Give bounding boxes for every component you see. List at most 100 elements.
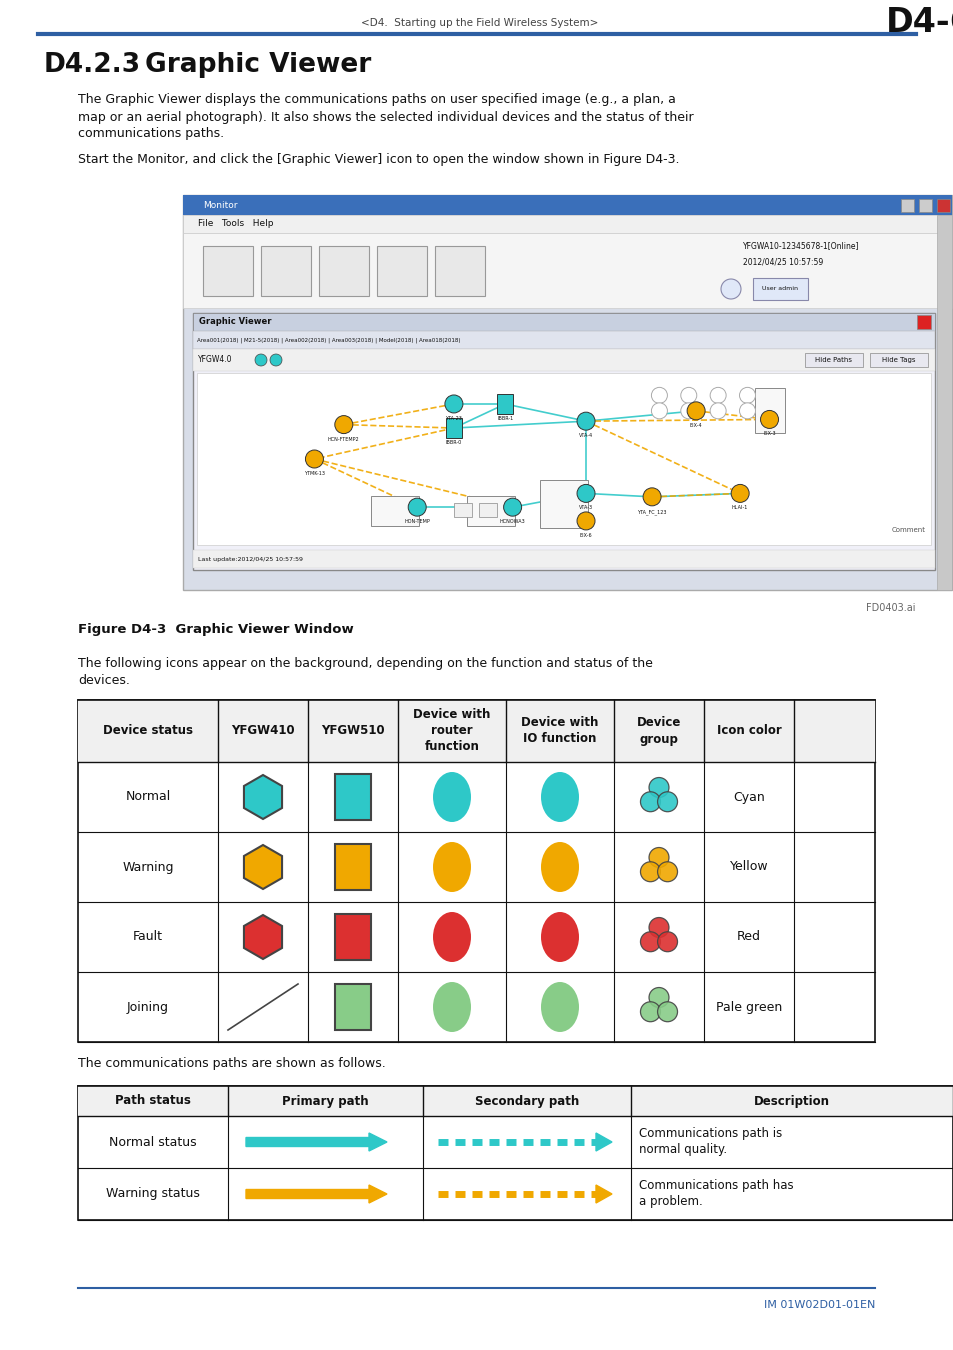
Text: HCN-FTEMP2: HCN-FTEMP2 [328,436,359,441]
Ellipse shape [648,918,668,937]
Text: The following icons appear on the background, depending on the function and stat: The following icons appear on the backgr… [78,657,652,671]
Text: Joining: Joining [127,1000,169,1014]
Text: Device with
IO function: Device with IO function [520,717,598,745]
Bar [78,701,874,761]
Circle shape [739,387,755,404]
Bar [936,215,951,590]
Text: Start the Monitor, and click the [Graphic Viewer] icon to open the window shown : Start the Monitor, and click the [Graphi… [78,153,679,166]
Circle shape [335,416,353,433]
Text: map or an aerial photograph). It also shows the selected individual devices and : map or an aerial photograph). It also sh… [78,111,693,123]
Text: FD0403.ai: FD0403.ai [865,603,915,613]
Bar [445,418,461,437]
Ellipse shape [657,791,677,811]
Circle shape [408,498,426,516]
Circle shape [709,387,725,404]
Bar [203,246,253,296]
Ellipse shape [648,778,668,798]
Bar [78,701,874,1042]
Bar [183,234,951,308]
Bar [183,194,951,590]
Bar [539,479,587,528]
Text: File   Tools   Help: File Tools Help [198,220,274,228]
Text: normal quality.: normal quality. [639,1143,726,1157]
Text: User admin: User admin [761,286,797,292]
Text: D4-6: D4-6 [885,7,953,39]
Text: communications paths.: communications paths. [78,127,224,140]
Text: HON-TEMP: HON-TEMP [404,520,430,524]
Text: The communications paths are shown as follows.: The communications paths are shown as fo… [78,1057,385,1071]
Bar [261,246,311,296]
Ellipse shape [540,913,578,963]
Bar [335,774,371,819]
Text: Area001(2018) | M21-5(2018) | Area002(2018) | Area003(2018) | Model(2018) | Area: Area001(2018) | M21-5(2018) | Area002(20… [196,338,460,343]
Text: 2012/04/25 10:57:59: 2012/04/25 10:57:59 [742,258,822,266]
Text: YTMK-13: YTMK-13 [304,471,325,477]
Text: Figure D4-3  Graphic Viewer Window: Figure D4-3 Graphic Viewer Window [78,624,354,636]
Ellipse shape [639,791,659,811]
Bar [936,198,949,212]
Ellipse shape [540,981,578,1031]
Text: Device with
router
function: Device with router function [413,709,490,753]
Ellipse shape [648,848,668,868]
Ellipse shape [433,772,471,822]
FancyArrow shape [246,1185,387,1203]
Circle shape [577,512,595,531]
Bar [804,352,862,367]
Text: The Graphic Viewer displays the communications paths on user specified image (e.: The Graphic Viewer displays the communic… [78,93,675,107]
Circle shape [680,402,696,418]
Bar [900,198,913,212]
Circle shape [651,387,667,404]
Ellipse shape [657,931,677,952]
Text: <D4.  Starting up the Field Wireless System>: <D4. Starting up the Field Wireless Syst… [361,18,598,28]
Text: Monitor: Monitor [203,201,237,209]
Polygon shape [244,915,282,958]
Circle shape [709,402,725,418]
Bar [193,549,934,568]
Text: a problem.: a problem. [639,1196,702,1208]
Text: YFGW510: YFGW510 [321,725,384,737]
Text: Graphic Viewer: Graphic Viewer [199,317,272,327]
Ellipse shape [540,772,578,822]
Bar [196,373,930,545]
Text: Communications path has: Communications path has [639,1180,793,1192]
Bar [376,246,427,296]
Text: Icon color: Icon color [716,725,781,737]
Polygon shape [244,845,282,890]
Bar [497,394,513,414]
Ellipse shape [657,1002,677,1022]
Text: YTA_FC_123: YTA_FC_123 [637,509,666,514]
Bar [318,246,369,296]
Text: Device
group: Device group [637,717,680,745]
Text: D4.2.3: D4.2.3 [44,53,141,78]
Circle shape [760,410,778,428]
Text: Comment: Comment [891,526,925,533]
Bar [754,389,783,433]
Bar [193,331,934,350]
Bar [78,1085,952,1116]
Circle shape [270,354,282,366]
Bar [916,315,930,329]
Text: HLAI-1: HLAI-1 [731,505,747,510]
Text: Communications path is: Communications path is [639,1127,781,1141]
Circle shape [686,402,704,420]
Ellipse shape [433,842,471,892]
Circle shape [305,450,323,468]
Bar [752,278,807,300]
Text: Cyan: Cyan [732,791,764,803]
Text: Secondary path: Secondary path [475,1095,578,1107]
Text: Graphic Viewer: Graphic Viewer [145,53,371,78]
Ellipse shape [540,842,578,892]
Ellipse shape [639,931,659,952]
Text: YTA-23: YTA-23 [445,416,462,421]
Bar [335,984,371,1030]
Text: Warning: Warning [122,860,173,873]
Bar [869,352,927,367]
Bar [918,198,931,212]
Text: Last update:2012/04/25 10:57:59: Last update:2012/04/25 10:57:59 [198,556,303,562]
Text: Red: Red [737,930,760,944]
Bar [183,215,951,234]
Bar [193,313,934,570]
Text: Pale green: Pale green [715,1000,781,1014]
Ellipse shape [639,861,659,882]
FancyArrow shape [246,1133,387,1152]
